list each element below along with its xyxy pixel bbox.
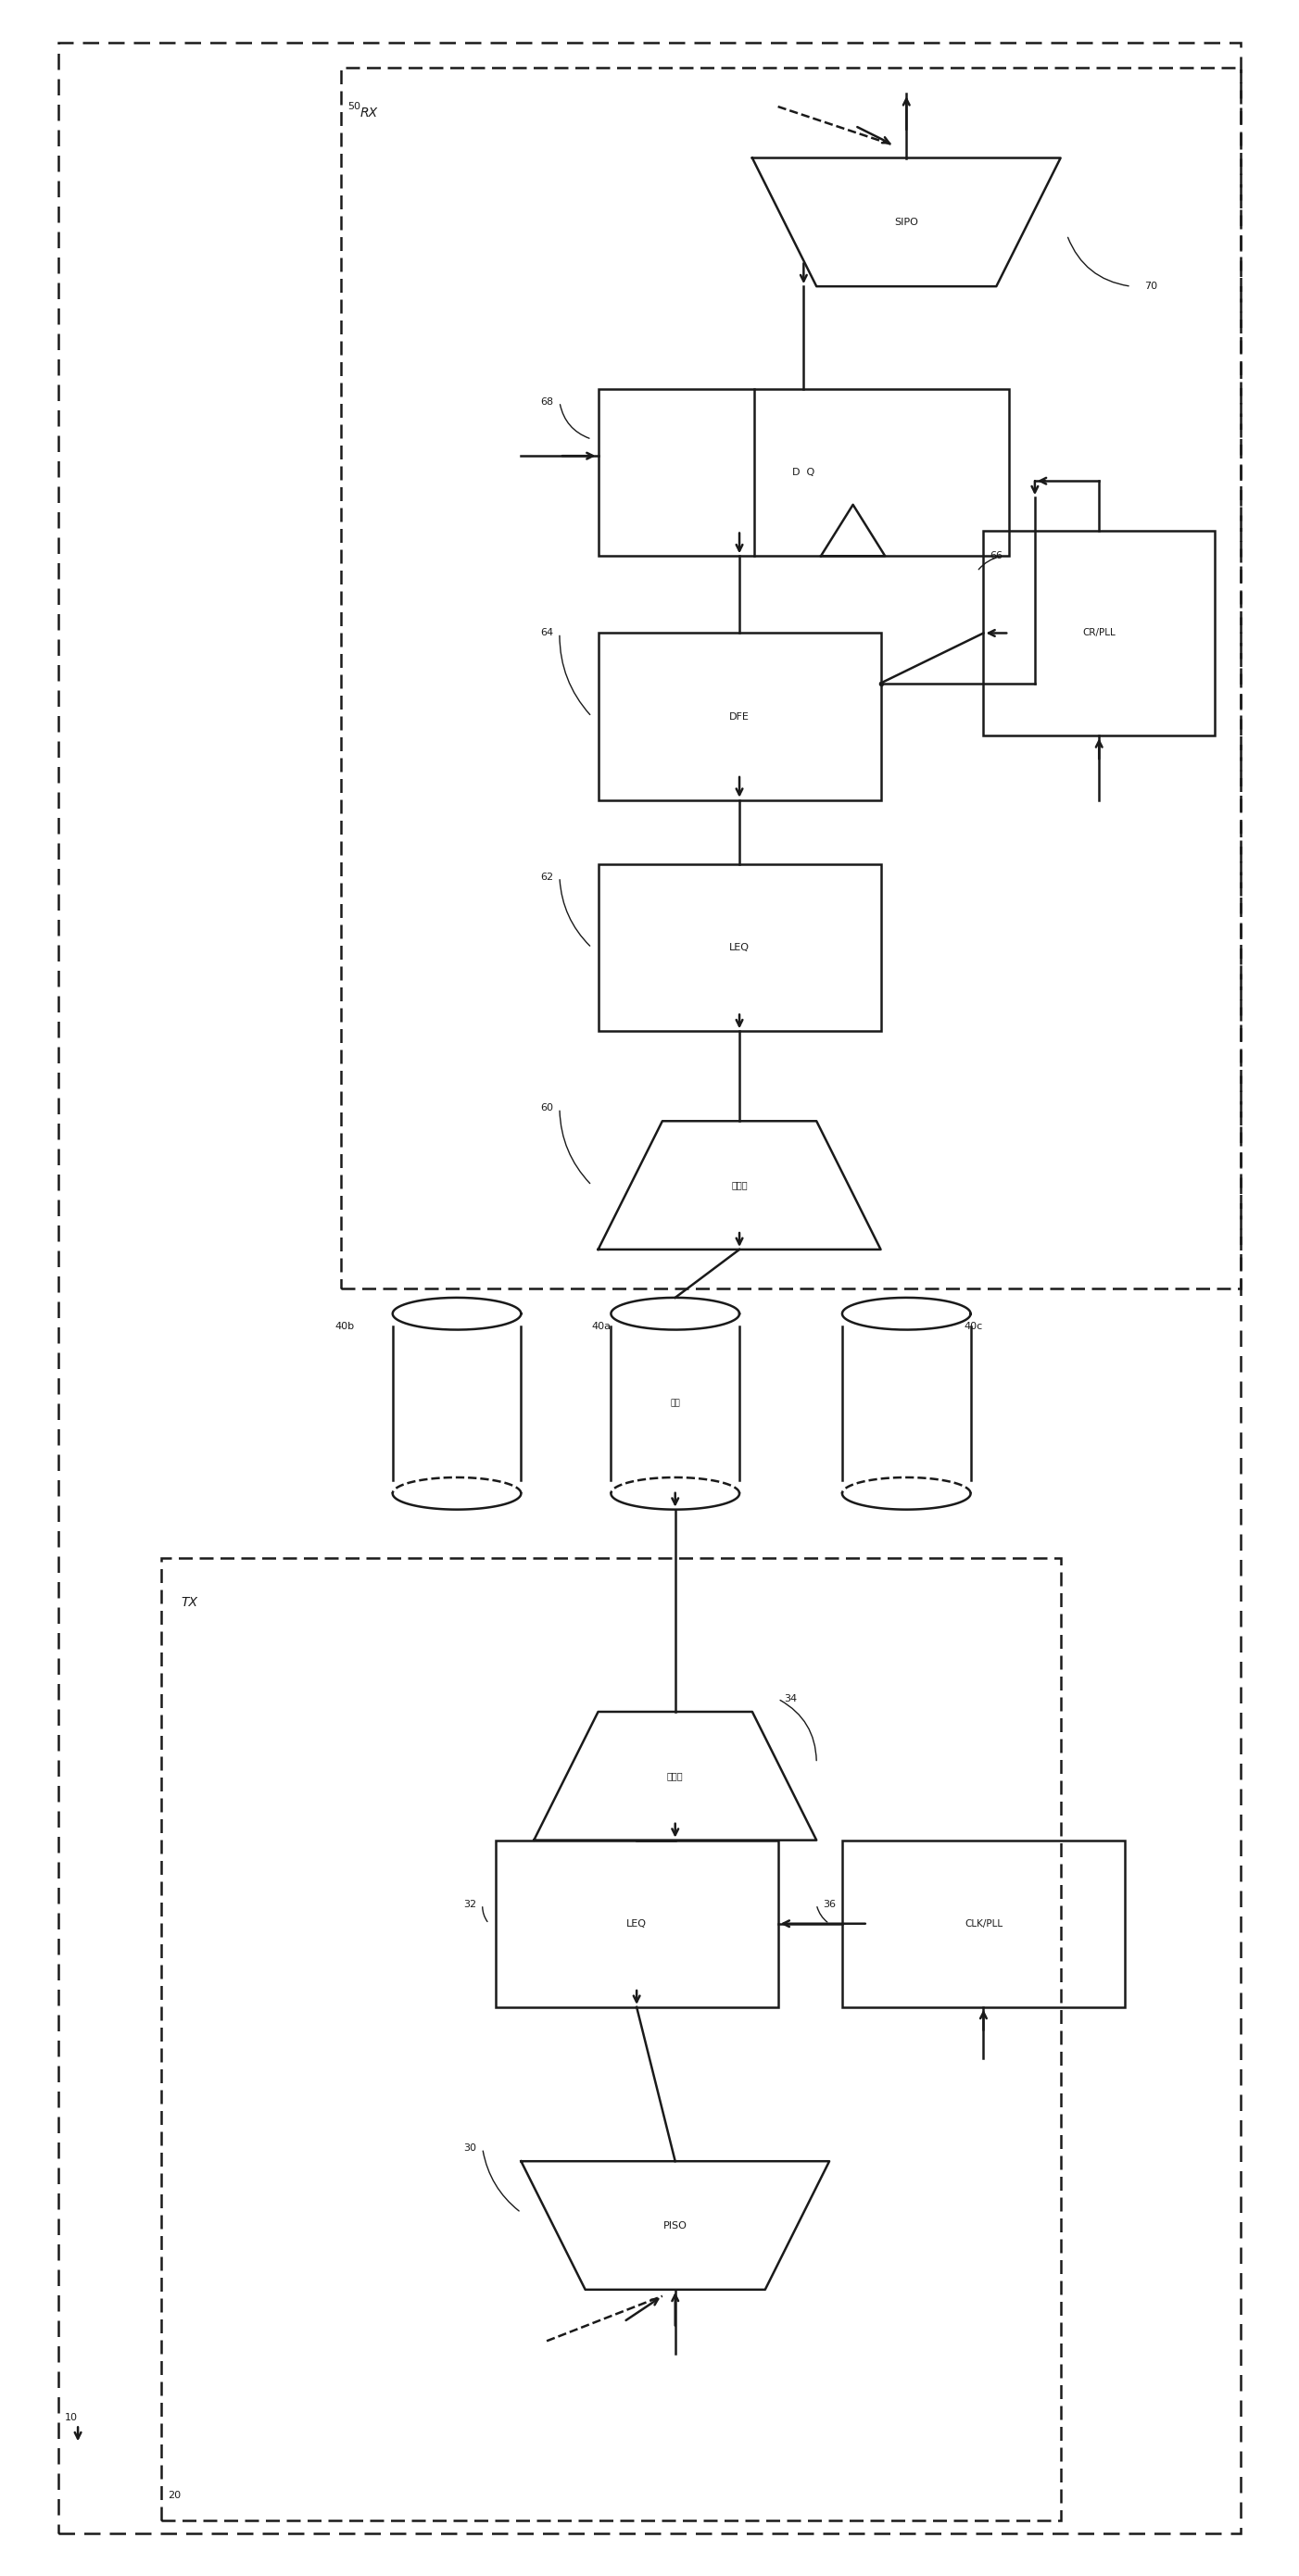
Text: D  Q: D Q [792, 469, 814, 477]
Text: TX: TX [181, 1597, 197, 1610]
Text: 缓冲器: 缓冲器 [731, 1180, 748, 1190]
Text: DFE: DFE [729, 711, 750, 721]
Bar [598, 389, 1009, 556]
Text: 10: 10 [65, 2414, 78, 2421]
Text: RX: RX [361, 106, 378, 118]
Text: 70: 70 [1144, 281, 1157, 291]
Text: PISO: PISO [664, 2221, 687, 2231]
Text: 30: 30 [464, 2143, 477, 2154]
Text: 驱动器: 驱动器 [666, 1772, 683, 1780]
Text: 60: 60 [540, 1103, 553, 1113]
Text: 36: 36 [822, 1899, 835, 1909]
Text: 62: 62 [540, 873, 553, 881]
Bar [342, 67, 1241, 1288]
Text: 40a: 40a [592, 1321, 611, 1332]
Text: LEQ: LEQ [729, 943, 750, 953]
Bar [161, 1558, 1060, 2522]
Bar [983, 531, 1215, 737]
Text: 64: 64 [540, 629, 553, 639]
Text: 66: 66 [990, 551, 1003, 562]
Text: SIPO: SIPO [895, 216, 918, 227]
Text: CR/PLL: CR/PLL [1082, 629, 1116, 639]
Bar [598, 863, 881, 1030]
Text: 信道: 信道 [670, 1399, 681, 1406]
Text: 50: 50 [348, 103, 361, 111]
Text: 34: 34 [785, 1695, 798, 1703]
Text: 68: 68 [540, 397, 553, 407]
Text: 32: 32 [464, 1899, 477, 1909]
Text: CLK/PLL: CLK/PLL [964, 1919, 1003, 1929]
Text: LEQ: LEQ [626, 1919, 647, 1929]
Bar [842, 1839, 1125, 2007]
Bar [598, 634, 881, 801]
Bar [495, 1839, 778, 2007]
Text: 40c: 40c [964, 1321, 983, 1332]
Text: 20: 20 [168, 2491, 181, 2499]
Text: 40b: 40b [335, 1321, 355, 1332]
